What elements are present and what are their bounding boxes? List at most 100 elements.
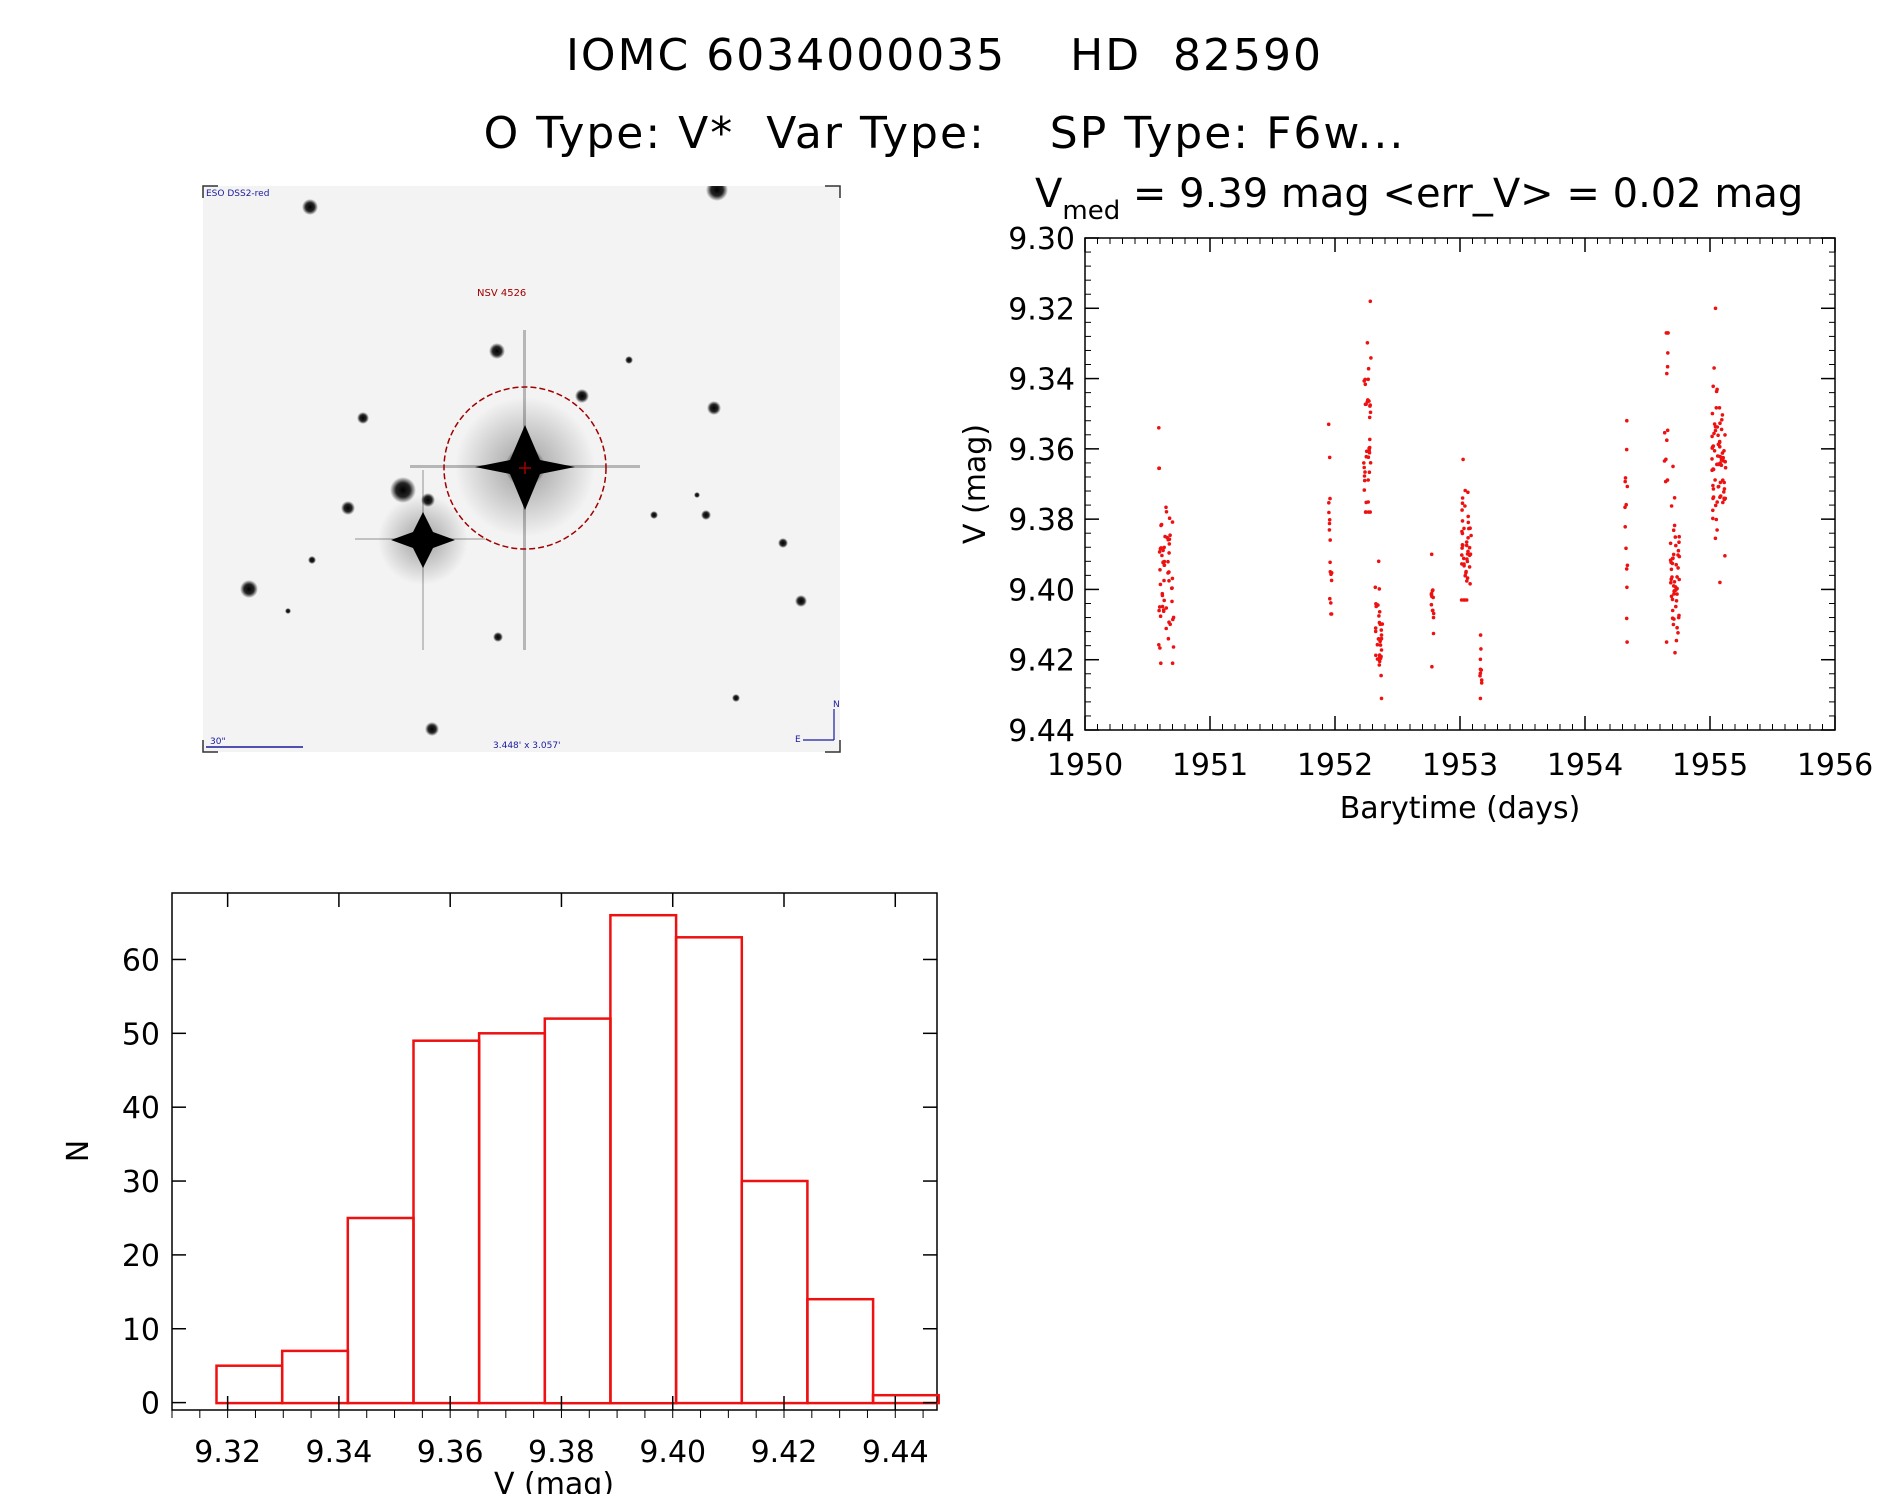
light-curve-point [1431,588,1435,592]
histogram-xtick-label: 9.34 [306,1435,373,1470]
light-curve-point [1367,446,1371,451]
light-curve-point [1714,389,1719,394]
light-curve-point [1672,523,1677,528]
light-curve-point [1460,501,1465,506]
light-curve-point [1377,663,1382,667]
light-curve-point [1379,633,1384,637]
light-curve-point [1327,521,1332,526]
object-type-line: O Type: V* Var Type: SP Type: F6w... [483,108,1406,159]
histogram-xtick-label: 9.36 [417,1435,484,1470]
light-curve-point [1718,580,1722,585]
sky-size-label: 3.448' x 3.057' [493,741,561,751]
light-curve-point [1374,653,1378,658]
light-curve-point [1623,525,1627,529]
light-curve-point [1666,331,1670,335]
light-curve-point [1723,554,1727,558]
light-curve-point [1718,480,1723,485]
light-curve-point [1366,398,1370,402]
light-curve-point [1665,364,1670,369]
histogram-ytick-label: 40 [122,1091,160,1126]
light-curve-point [1165,535,1169,540]
light-curve-point [1377,659,1382,664]
light-curve-point [1721,478,1725,483]
light-curve-point [1164,606,1169,610]
histogram-ytick-label: 0 [141,1387,160,1422]
light-curve-point [1327,518,1332,522]
light-curve-point [1671,552,1676,557]
light-curve-point [1712,431,1716,436]
light-curve-point [1675,575,1679,579]
histogram-ytick-label: 50 [122,1017,160,1052]
light-curve-point [1379,648,1384,652]
histogram-frame [171,892,938,1411]
light-curve-xtick-label: 1951 [1172,748,1248,783]
light-curve-point [1431,611,1436,616]
histogram-bar [346,1216,415,1405]
light-curve-point [1715,528,1719,532]
light-curve-point [1466,490,1470,495]
light-curve-point [1376,559,1381,564]
light-curve-point [1668,541,1673,546]
light-curve-point [1478,657,1483,662]
light-curve-point [1665,478,1670,482]
light-curve-point [1465,557,1469,561]
light-curve-point [1157,550,1162,554]
histogram-xtick-label: 9.40 [639,1435,706,1470]
light-curve-point [1463,573,1467,578]
light-curve-point [1170,599,1174,604]
light-curve-point [1366,366,1371,371]
light-curve-point [1478,673,1482,678]
light-curve-point [1431,631,1436,636]
light-curve-point [1625,640,1629,644]
light-curve-point [1464,543,1469,548]
light-curve-point [1722,487,1727,491]
light-curve-point [1366,377,1370,382]
light-curve-point [1719,463,1724,468]
light-curve-point [1161,548,1165,553]
light-curve-point [1666,351,1670,355]
light-curve-point [1669,580,1673,585]
light-curve-point [1170,576,1175,581]
light-curve-point [1326,422,1331,427]
light-curve-point [1460,531,1465,536]
light-curve-xtick-label: 1950 [1047,748,1123,783]
histogram-bar [215,1364,284,1405]
light-curve-point [1711,496,1715,501]
page-title: IOMC 6034000035 HD 82590 [565,30,1324,81]
light-curve-point [1373,585,1378,590]
light-curve-point [1718,494,1723,498]
light-curve-point [1677,554,1682,559]
light-curve-point [1670,608,1675,613]
light-curve-points [1157,299,1728,701]
light-curve-point [1710,445,1715,449]
light-curve-point [1460,496,1465,500]
light-curve-point [1379,696,1384,701]
light-curve-point [1713,424,1718,429]
light-curve-xtick-label: 1955 [1672,748,1748,783]
light-curve-point [1465,576,1470,580]
light-curve-point [1460,553,1464,557]
light-curve-point [1624,546,1628,551]
light-curve-point [1327,501,1331,505]
light-curve-point [1157,426,1161,430]
light-curve-point [1710,411,1715,416]
light-curve-xtick-label: 1954 [1547,748,1623,783]
light-curve-point [1479,647,1483,651]
light-curve-point [1669,560,1673,565]
light-curve-point [1479,678,1484,682]
light-curve-point [1362,474,1367,478]
light-curve-point [1664,640,1669,644]
light-curve-point [1367,470,1372,475]
light-curve-point [1379,628,1384,632]
light-curve-point [1463,504,1467,508]
light-curve-point [1674,604,1678,609]
light-curve-point [1720,413,1725,417]
light-curve-point [1468,526,1472,530]
light-curve-point [1166,559,1170,564]
light-curve-point [1161,560,1165,564]
light-curve-point [1720,418,1724,422]
light-curve-point [1157,466,1162,471]
light-curve-point [1468,552,1473,556]
